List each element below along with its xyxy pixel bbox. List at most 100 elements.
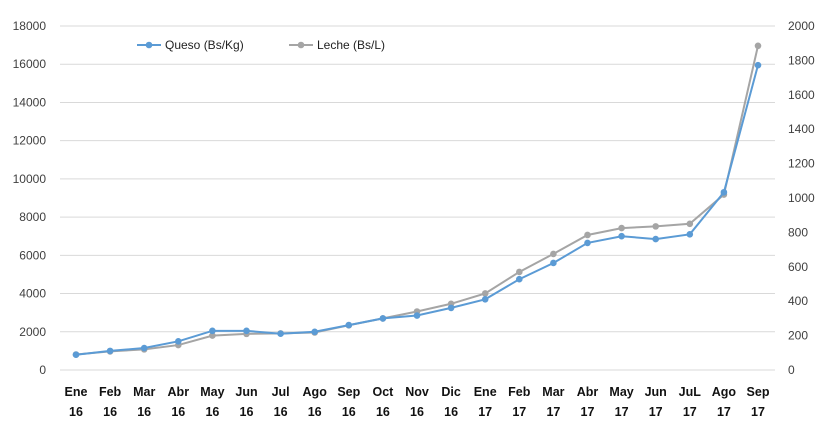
x-tick-month: Abr — [168, 385, 190, 399]
x-tick-month: Jun — [235, 385, 257, 399]
left-tick-label: 14000 — [13, 95, 47, 109]
x-axis-ticks: Ene 16 Feb 16 Mar 16 Abr 16 May 16 Jun 16 Jul 16 Ago 16… — [65, 385, 770, 419]
data-point — [72, 351, 80, 359]
x-tick-month: May — [200, 385, 224, 399]
x-tick-year: 16 — [274, 405, 288, 419]
data-point — [754, 61, 762, 69]
series-lines — [72, 42, 762, 359]
data-point — [686, 231, 694, 238]
data-point — [618, 224, 625, 232]
data-point — [345, 321, 353, 329]
x-tick-year: 17 — [478, 405, 492, 419]
data-point — [618, 232, 625, 240]
x-tick-month: Ago — [712, 385, 737, 399]
x-tick-year: 17 — [683, 405, 697, 419]
x-tick-month: Sep — [747, 385, 770, 399]
x-tick-month: Dic — [441, 385, 461, 399]
right-axis-ticks: 0 200 400 600 800 1000 1200 1400 1600 1800 2000 — [788, 19, 815, 377]
data-point — [720, 188, 728, 196]
x-tick-year: 16 — [240, 405, 254, 419]
x-tick-month: Sep — [337, 385, 360, 399]
left-tick-label: 16000 — [13, 57, 47, 71]
left-tick-label: 12000 — [13, 134, 47, 148]
left-tick-label: 8000 — [19, 210, 46, 224]
data-point — [481, 295, 489, 303]
data-point — [754, 42, 762, 50]
right-tick-label: 1600 — [788, 88, 815, 102]
data-point — [209, 332, 216, 339]
x-tick-year: 17 — [615, 405, 629, 419]
data-point — [413, 312, 421, 319]
left-tick-label: 0 — [39, 363, 46, 377]
left-tick-label: 4000 — [19, 287, 46, 301]
right-tick-label: 0 — [788, 363, 795, 377]
legend-marker — [145, 41, 153, 49]
left-tick-label: 18000 — [13, 19, 47, 33]
x-tick-month: Nov — [405, 385, 429, 399]
right-tick-label: 2000 — [788, 19, 815, 33]
x-tick-year: 16 — [205, 405, 219, 419]
right-tick-label: 600 — [788, 260, 808, 274]
data-point — [652, 235, 659, 243]
x-tick-year: 16 — [69, 405, 83, 419]
x-tick-year: 17 — [751, 405, 765, 419]
data-point — [277, 330, 284, 337]
x-tick-year: 17 — [546, 405, 560, 419]
x-tick-month: Abr — [577, 385, 599, 399]
x-tick-month: Mar — [133, 385, 155, 399]
data-point — [550, 259, 557, 267]
legend-label: Queso (Bs/Kg) — [165, 38, 244, 52]
x-tick-year: 16 — [410, 405, 424, 419]
data-point — [209, 327, 216, 335]
x-tick-month: Feb — [99, 385, 122, 399]
x-tick-month: Jul — [272, 385, 290, 399]
data-point — [584, 231, 591, 239]
data-point — [447, 304, 455, 312]
data-point — [175, 338, 182, 345]
data-point — [652, 223, 659, 230]
gridlines — [60, 25, 775, 371]
right-tick-label: 1000 — [788, 191, 815, 205]
data-point — [550, 250, 557, 258]
x-tick-year: 17 — [512, 405, 526, 419]
x-tick-year: 16 — [137, 405, 151, 419]
legend: Queso (Bs/Kg) Leche (Bs/L) — [137, 38, 385, 52]
x-tick-year: 16 — [308, 405, 322, 419]
data-point — [481, 290, 489, 297]
data-point — [584, 239, 591, 247]
x-tick-month: Ene — [65, 385, 88, 399]
data-point — [311, 328, 319, 336]
left-axis-ticks: 0 2000 4000 6000 8000 10000 12000 14000 16000 180… — [13, 19, 47, 377]
x-tick-year: 17 — [717, 405, 731, 419]
x-tick-year: 16 — [171, 405, 185, 419]
x-tick-month: Mar — [542, 385, 564, 399]
legend-marker — [297, 41, 305, 49]
legend-label: Leche (Bs/L) — [317, 38, 385, 52]
data-point — [140, 344, 148, 352]
x-tick-month: Jun — [645, 385, 667, 399]
x-tick-month: Ene — [474, 385, 497, 399]
data-point — [686, 220, 694, 228]
right-tick-label: 400 — [788, 294, 808, 308]
left-tick-label: 6000 — [19, 248, 46, 262]
right-tick-label: 800 — [788, 225, 808, 239]
x-tick-year: 16 — [103, 405, 117, 419]
x-tick-month: JuL — [679, 385, 702, 399]
left-tick-label: 2000 — [19, 325, 46, 339]
x-tick-month: Feb — [508, 385, 531, 399]
x-tick-year: 16 — [376, 405, 390, 419]
x-tick-month: Ago — [303, 385, 328, 399]
data-point — [516, 275, 523, 283]
right-tick-label: 1400 — [788, 122, 815, 136]
left-tick-label: 10000 — [13, 172, 47, 186]
x-tick-month: May — [609, 385, 633, 399]
right-tick-label: 200 — [788, 329, 808, 343]
data-point — [243, 327, 250, 335]
right-tick-label: 1800 — [788, 53, 815, 67]
x-tick-year: 17 — [649, 405, 663, 419]
data-point — [379, 315, 387, 322]
x-tick-year: 16 — [444, 405, 458, 419]
x-tick-month: Oct — [372, 385, 394, 399]
